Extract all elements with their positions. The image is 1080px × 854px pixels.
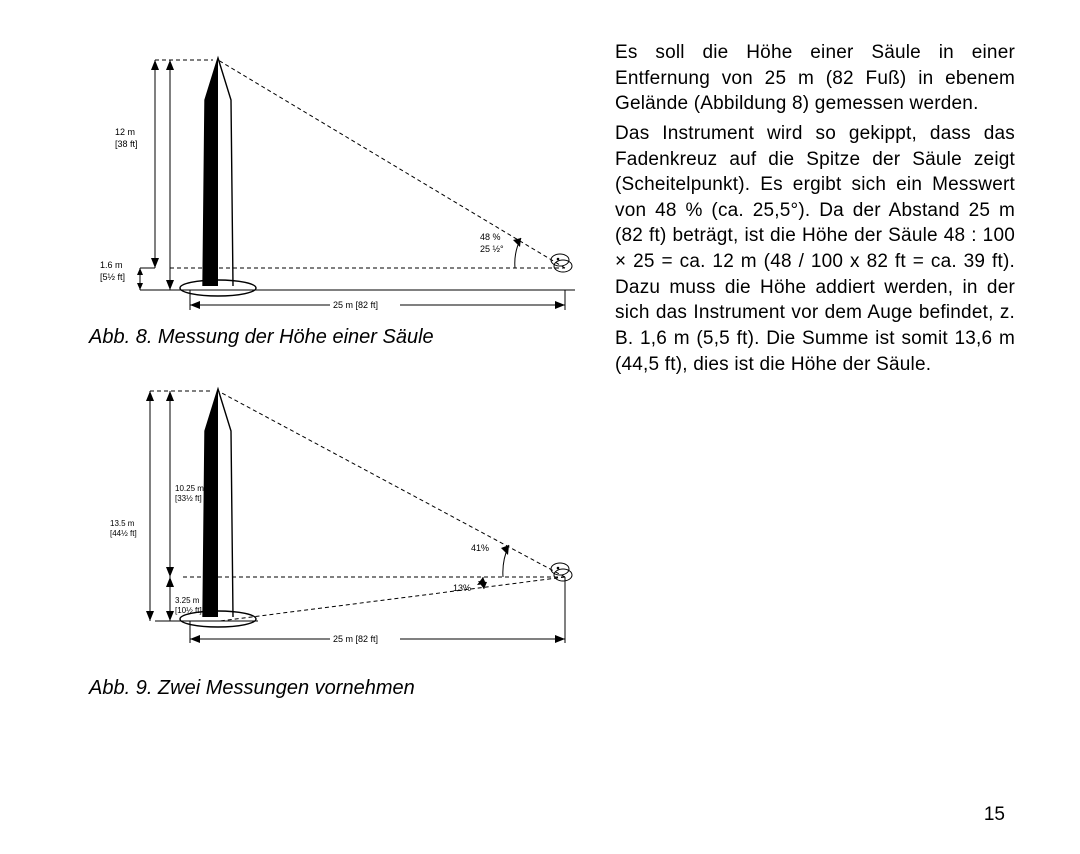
svg-text:13.5 m[44½ ft]: 13.5 m[44½ ft]	[110, 519, 137, 538]
body-text: Es soll die Höhe einer Säule in einer En…	[615, 40, 1015, 722]
figure-9-caption: Abb. 9. Zwei Messungen vornehmen	[89, 677, 585, 700]
figure-8-caption: Abb. 8. Messung der Höhe einer Säule	[89, 326, 585, 349]
svg-text:48 %25 ½°: 48 %25 ½°	[480, 232, 504, 254]
svg-text:25 m [82 ft]: 25 m [82 ft]	[333, 300, 378, 310]
svg-text:10.25 m[33½ ft]: 10.25 m[33½ ft]	[175, 484, 204, 503]
obelisk-icon	[180, 58, 256, 296]
obelisk-icon	[180, 389, 256, 627]
paragraph-2: Das Instrument wird so gekippt, dass das…	[615, 121, 1015, 377]
figure-9: 10.25 m[33½ ft] 13.5 m[44½ ft] 3.25 m[10…	[85, 371, 585, 700]
figures-column: 12 m[38 ft] 1.6 m[5½ ft] 25 m [82 ft] 48…	[85, 40, 585, 722]
svg-text:25 m [82 ft]: 25 m [82 ft]	[333, 634, 378, 644]
svg-text:13%: 13%	[453, 583, 471, 593]
page-number: 15	[984, 804, 1005, 826]
svg-text:12 m[38 ft]: 12 m[38 ft]	[115, 127, 138, 149]
svg-text:1.6 m[5½ ft]: 1.6 m[5½ ft]	[100, 260, 125, 282]
paragraph-1: Es soll die Höhe einer Säule in einer En…	[615, 40, 1015, 117]
svg-text:41%: 41%	[471, 543, 489, 553]
svg-text:3.25 m[10½ ft]: 3.25 m[10½ ft]	[175, 596, 202, 615]
figure-8: 12 m[38 ft] 1.6 m[5½ ft] 25 m [82 ft] 48…	[85, 40, 585, 349]
